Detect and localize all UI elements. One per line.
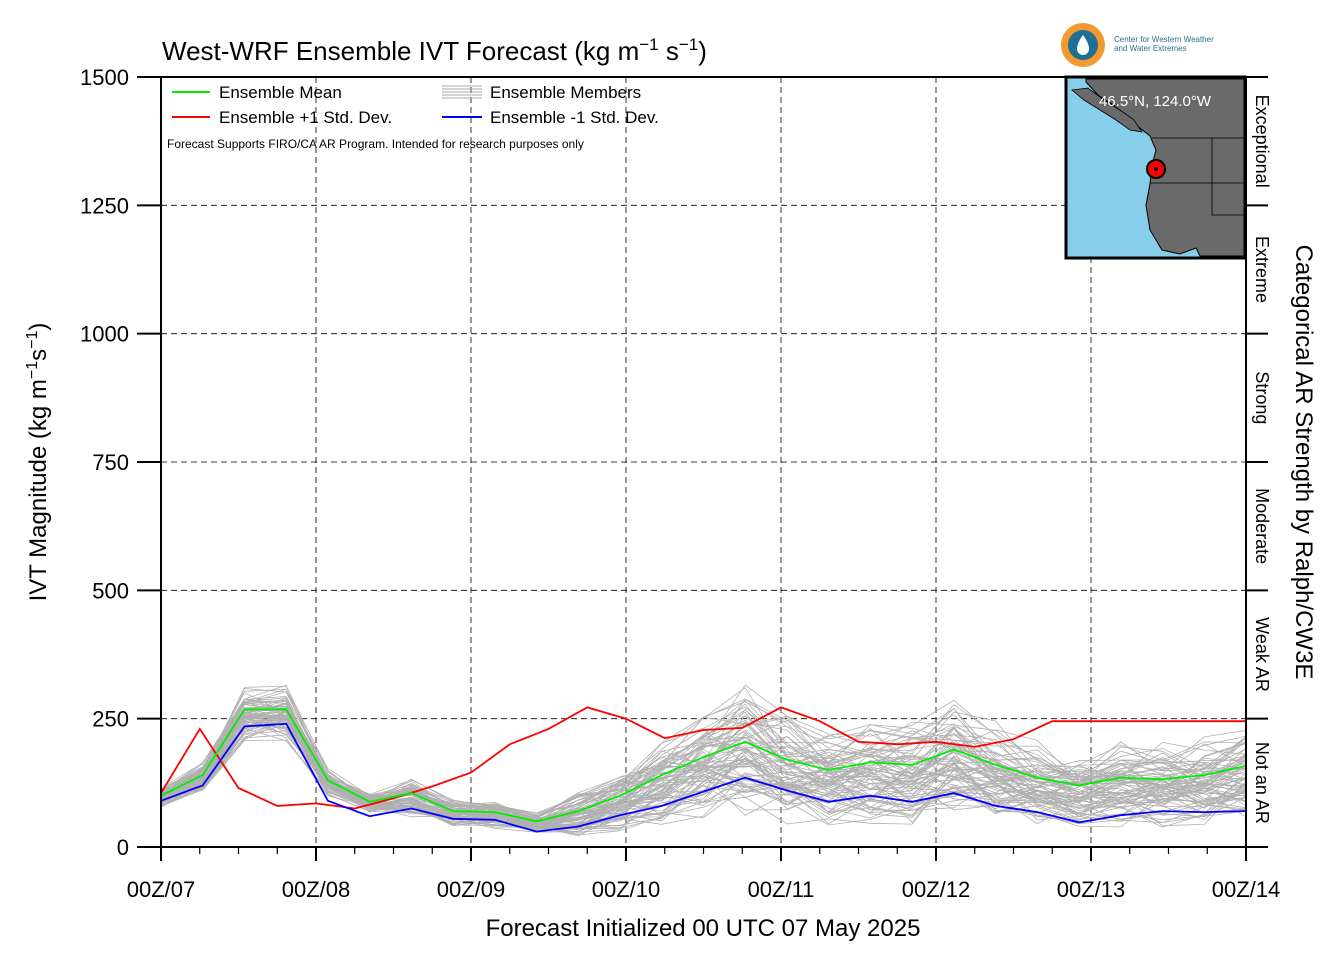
ensemble-member-line [160,716,1247,837]
x-tick-label: 00Z/12 [902,877,971,902]
chart-title: West-WRF Ensemble IVT Forecast (kg m−1 s… [162,35,707,66]
logo-text-1: Center for Western Weather [1114,35,1214,44]
cw3e-logo: Center for Western Weather and Water Ext… [1061,23,1214,67]
category-label: Not an AR [1252,742,1272,824]
x-tick-label: 00Z/10 [592,877,661,902]
right-axis-label: Categorical AR Strength by Ralph/CW3E [1290,245,1317,680]
y-axis: 0 250 500 750 1000 1250 1500 [80,65,161,860]
ensemble-member-line [160,703,1247,821]
disclaimer-note: Forecast Supports FIRO/CA AR Program. In… [167,137,584,151]
category-label: Exceptional [1252,95,1272,188]
ensemble-member-line [160,684,1247,818]
y-tick-label: 0 [117,835,129,860]
legend-plus-label: Ensemble +1 Std. Dev. [219,108,392,127]
ensemble-member-line [160,709,1247,830]
category-label: Strong [1252,371,1272,424]
category-label: Weak AR [1252,617,1272,692]
ensemble-member-line [160,701,1247,819]
x-tick-label: 00Z/07 [127,877,196,902]
ensemble-stats [160,706,1247,833]
y-tick-label: 500 [92,578,129,603]
legend-mean-label: Ensemble Mean [219,83,342,102]
ensemble-mean-line [160,708,1247,823]
legend-minus-label: Ensemble -1 Std. Dev. [490,108,659,127]
ensemble-member-line [160,710,1247,820]
legend: Ensemble Mean Ensemble +1 Std. Dev. Ense… [167,83,659,151]
inset-map-island [1071,87,1143,133]
legend-members-label: Ensemble Members [490,83,641,102]
category-label: Moderate [1252,488,1272,564]
x-axis: 00Z/07 00Z/08 00Z/09 00Z/10 00Z/11 00Z/12 00Z/… [127,847,1281,902]
x-axis-label: Forecast Initialized 00 UTC 07 May 2025 [486,915,921,942]
ensemble-member-line [160,721,1247,831]
category-label: Extreme [1252,236,1272,303]
y-tick-label: 1500 [80,65,129,90]
legend-members-swatch [442,85,482,99]
inset-location-label: 46.5°N, 124.0°W [1099,93,1212,110]
y-tick-label: 750 [92,450,129,475]
x-tick-label: 00Z/11 [748,877,815,902]
ensemble-minus-std-line [160,722,1247,833]
ensemble-member-line [160,714,1247,825]
x-tick-label: 00Z/09 [437,877,506,902]
ensemble-member-line [160,706,1247,829]
y-tick-label: 1250 [80,193,129,218]
ensemble-member-line [160,691,1247,820]
category-axis: Not an AR Weak AR Moderate Strong Extreme Exc… [1246,76,1272,848]
water-drop-icon [1077,35,1089,55]
ensemble-members [160,684,1247,837]
ensemble-member-line [160,711,1247,825]
location-inset-map: 46.5°N, 124.0°W [1064,75,1247,260]
ensemble-member-line [160,721,1247,830]
x-tick-label: 00Z/13 [1057,877,1126,902]
ensemble-member-line [160,710,1247,824]
logo-text-2: and Water Extremes [1114,44,1187,53]
y-tick-label: 1000 [80,322,129,347]
y-tick-label: 250 [92,707,129,732]
x-tick-label: 00Z/14 [1212,877,1281,902]
ensemble-member-line [160,697,1247,822]
y-axis-label: IVT Magnitude (kg m−1s−1) [24,323,52,602]
x-tick-label: 00Z/08 [282,877,351,902]
